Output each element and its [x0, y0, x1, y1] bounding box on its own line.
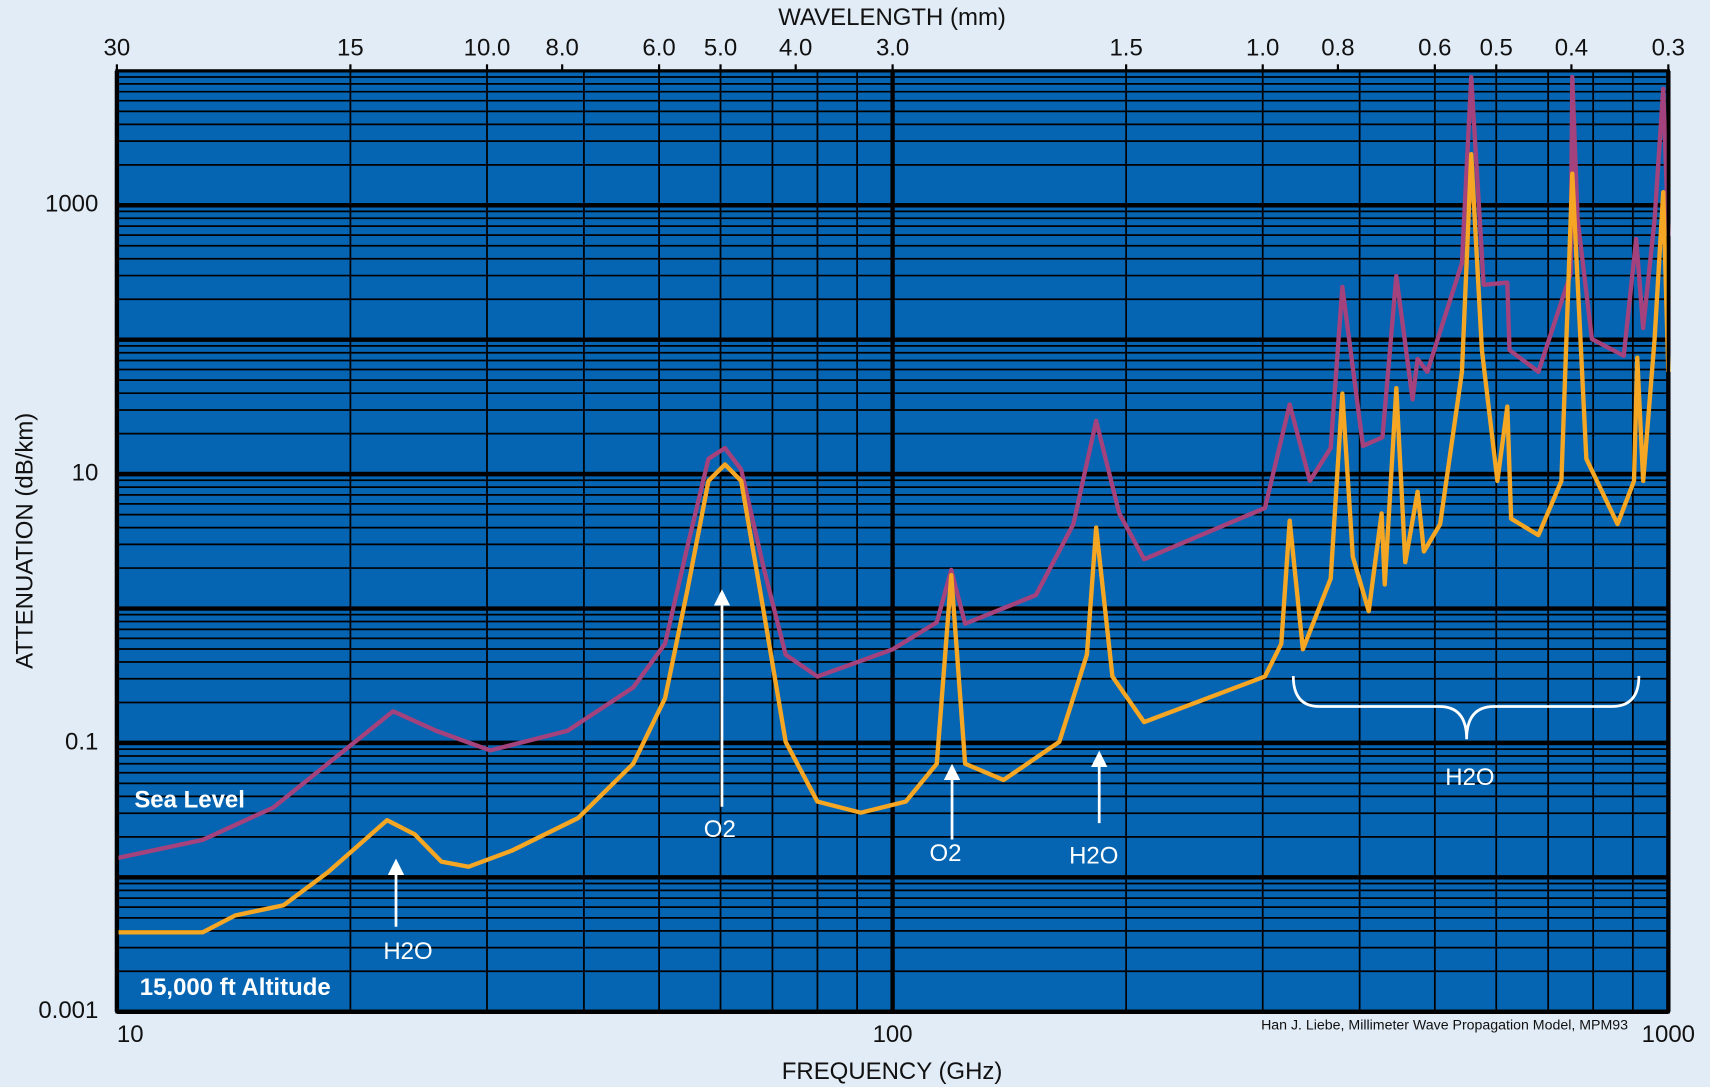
x-tick-label: 100 [873, 1021, 913, 1048]
series-line [116, 151, 1671, 935]
plot-frame [115, 69, 1670, 1014]
x2-tick-label: 1.0 [1246, 34, 1279, 61]
grid [114, 70, 1671, 1014]
x-axis-title: FREQUENCY (GHz) [782, 1058, 1003, 1085]
x2-tick-label: 15 [337, 34, 364, 61]
x2-axis-title: WAVELENGTH (mm) [778, 4, 1006, 31]
x2-tick-label: 0.5 [1480, 34, 1513, 61]
x2-tick-label: 30 [104, 34, 131, 61]
x2-tick-label: 1.5 [1109, 34, 1142, 61]
annotation: H2O [383, 938, 432, 965]
x2-tick-label: 0.3 [1652, 34, 1685, 61]
x2-tick-label: 0.4 [1555, 34, 1588, 61]
y-tick-label: 0.1 [65, 728, 98, 755]
x2-tick-label: 0.8 [1321, 34, 1354, 61]
y-tick-label: 1000 [45, 191, 98, 218]
x2-tick-label: 8.0 [546, 34, 579, 61]
annotation: H2O [1445, 764, 1494, 791]
annotation: H2O [1069, 842, 1118, 869]
brace [1291, 675, 1641, 740]
annotations: H2O O2 O2 H2O H2O Sea Level 15,000 ft Al… [134, 589, 1641, 1034]
x-tick-label: 10 [117, 1021, 144, 1048]
series-label: 15,000 ft Altitude [140, 974, 331, 1001]
y-axis-title: ATTENUATION (dB/km) [12, 413, 39, 669]
y-tick-label: 0.001 [38, 997, 98, 1024]
x2-tick-label: 6.0 [642, 34, 675, 61]
x-tick-label: 1000 [1642, 1021, 1695, 1048]
x2-tick-label: 5.0 [704, 34, 737, 61]
x2-tick-label: 0.6 [1418, 34, 1451, 61]
x2-tick-label: 10.0 [464, 34, 511, 61]
y-tick-label: 10 [72, 459, 99, 486]
x2-tick-label: 3.0 [876, 34, 909, 61]
credit: Han J. Liebe, Millimeter Wave Propagatio… [1261, 1018, 1628, 1034]
annotation: O2 [704, 816, 736, 843]
lines [116, 74, 1671, 935]
series-label: Sea Level [134, 787, 245, 814]
x2-tick-label: 4.0 [779, 34, 812, 61]
annotation: O2 [930, 840, 962, 867]
